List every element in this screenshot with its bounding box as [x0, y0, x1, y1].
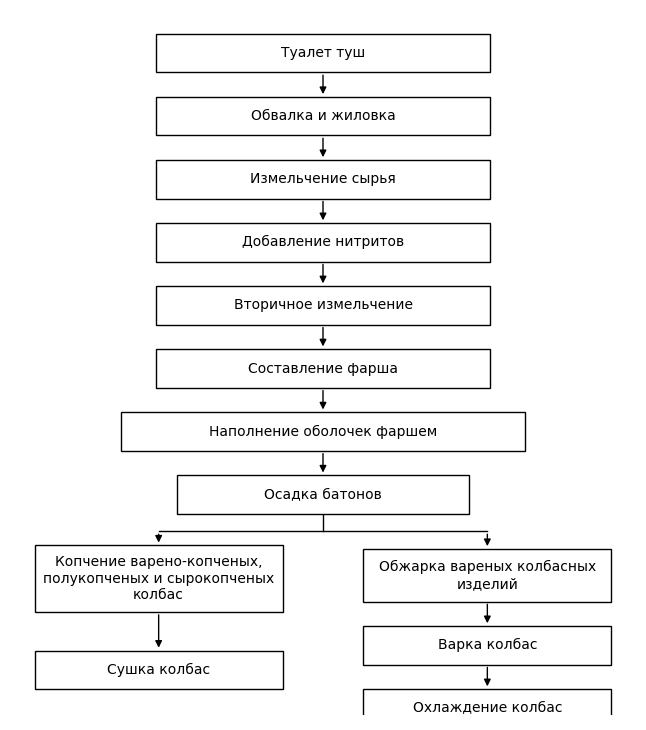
FancyBboxPatch shape [177, 475, 469, 514]
FancyBboxPatch shape [156, 160, 490, 199]
FancyBboxPatch shape [121, 412, 525, 451]
FancyBboxPatch shape [156, 97, 490, 136]
Text: Составление фарша: Составление фарша [248, 361, 398, 375]
Text: Сушка колбас: Сушка колбас [107, 663, 210, 677]
FancyBboxPatch shape [156, 349, 490, 388]
Text: Измельчение сырья: Измельчение сырья [250, 172, 396, 186]
Text: Охлаждение колбас: Охлаждение колбас [413, 702, 562, 715]
Text: Копчение варено-копченых,
полукопченых и сырокопченых
колбас: Копчение варено-копченых, полукопченых и… [43, 555, 275, 602]
Text: Наполнение оболочек фаршем: Наполнение оболочек фаршем [209, 425, 437, 439]
FancyBboxPatch shape [363, 626, 611, 664]
FancyBboxPatch shape [363, 549, 611, 602]
FancyBboxPatch shape [35, 545, 283, 612]
FancyBboxPatch shape [156, 34, 490, 72]
Text: Вторичное измельчение: Вторичное измельчение [233, 299, 413, 312]
Text: Обжарка вареных колбасных
изделий: Обжарка вареных колбасных изделий [379, 560, 596, 591]
FancyBboxPatch shape [156, 223, 490, 261]
FancyBboxPatch shape [156, 286, 490, 325]
FancyBboxPatch shape [35, 650, 283, 689]
Text: Добавление нитритов: Добавление нитритов [242, 235, 404, 250]
Text: Туалет туш: Туалет туш [281, 46, 365, 60]
FancyBboxPatch shape [363, 689, 611, 728]
Text: Обвалка и жиловка: Обвалка и жиловка [251, 110, 395, 123]
Text: Осадка батонов: Осадка батонов [264, 488, 382, 502]
Text: Варка колбас: Варка колбас [437, 638, 537, 653]
